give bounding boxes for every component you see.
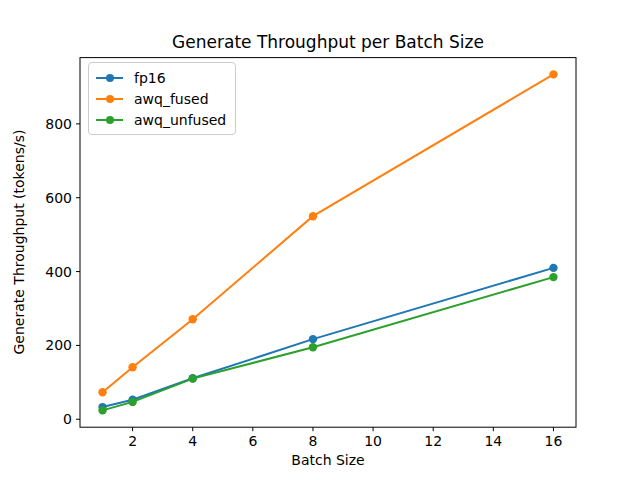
legend-item-fp16: fp16 (96, 67, 226, 88)
data-point-marker-awq_unfused (98, 406, 106, 414)
legend-line-marker-icon (96, 73, 123, 82)
legend-marker-dot (106, 95, 114, 103)
x-tick-label: 6 (248, 433, 257, 449)
y-tick-label: 0 (63, 411, 72, 427)
legend-label: awq_unfused (134, 112, 226, 128)
legend-marker-dot (106, 74, 114, 82)
legend-marker-dot (106, 116, 114, 124)
chart-title: Generate Throughput per Batch Size (80, 32, 576, 52)
y-axis-label: Generate Throughput (tokens/s) (11, 42, 29, 442)
y-tick-label: 800 (45, 116, 72, 132)
y-tick-label: 200 (45, 337, 72, 353)
x-tick-label: 16 (545, 433, 563, 449)
legend-label: fp16 (134, 70, 166, 86)
x-tick-label: 12 (424, 433, 442, 449)
x-tick-label: 14 (484, 433, 502, 449)
matplotlib-figure: 2 4 6 8 10 12 14 16 0 200 400 600 800 Generate Throu… (0, 0, 640, 480)
data-point-marker-awq_unfused (549, 273, 557, 281)
x-tick-label: 8 (309, 433, 318, 449)
y-tick-label: 600 (45, 190, 72, 206)
legend-label: awq_fused (134, 91, 209, 107)
data-point-marker-awq_unfused (189, 374, 197, 382)
x-axis-label: Batch Size (80, 452, 576, 468)
legend-item-awq_fused: awq_fused (96, 88, 226, 109)
data-point-marker-fp16 (309, 335, 317, 343)
legend-line-marker-icon (96, 94, 123, 103)
y-tick-label: 400 (45, 264, 72, 280)
legend-line-marker-icon (96, 115, 123, 124)
data-point-marker-awq_fused (189, 315, 197, 323)
data-point-marker-fp16 (549, 264, 557, 272)
data-point-marker-awq_fused (309, 212, 317, 220)
x-tick-label: 10 (364, 433, 382, 449)
data-point-marker-awq_unfused (128, 398, 136, 406)
series-line-awq_unfused (103, 277, 554, 410)
data-point-marker-awq_fused (98, 388, 106, 396)
x-tick-label: 2 (128, 433, 137, 449)
data-point-marker-awq_fused (128, 363, 136, 371)
legend: fp16 awq_fused awq_unfused (88, 62, 236, 135)
x-tick-label: 4 (188, 433, 197, 449)
data-point-marker-awq_unfused (309, 343, 317, 351)
legend-item-awq_unfused: awq_unfused (96, 109, 226, 130)
data-point-marker-awq_fused (549, 70, 557, 78)
